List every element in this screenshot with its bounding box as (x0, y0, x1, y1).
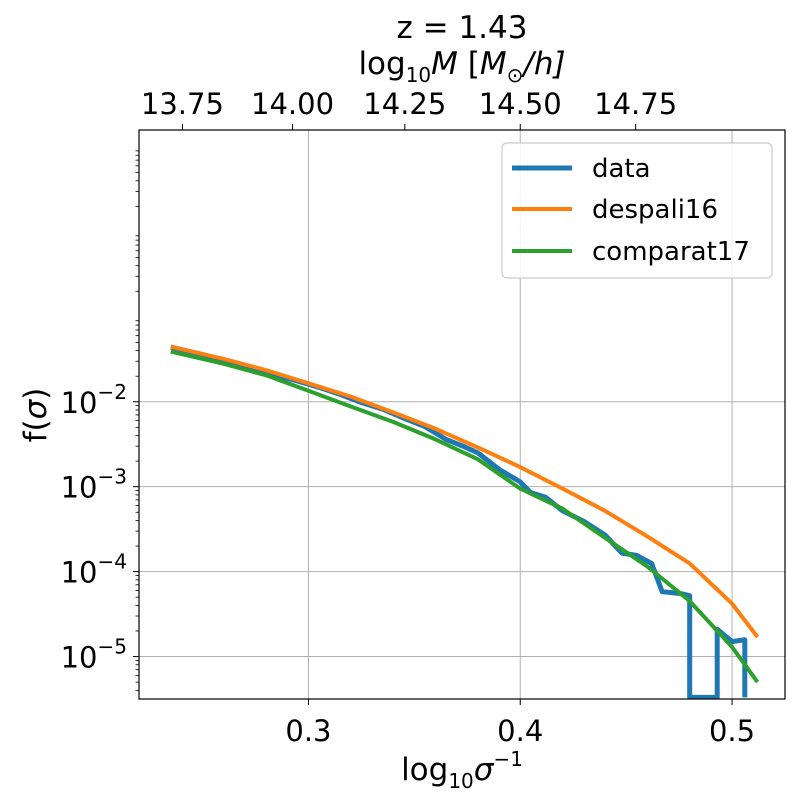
y-tick-label: 10−3 (61, 465, 127, 505)
x-tick-label: 0.3 (285, 714, 331, 748)
legend-label-comparat17: comparat17 (592, 237, 750, 267)
top-tick-label: 13.75 (141, 87, 224, 121)
x-tick-label: 0.4 (497, 714, 543, 748)
series-line-comparat17 (170, 349, 760, 684)
legend: data despali16 comparat17 (501, 142, 773, 279)
x-axis-title: log10σ−1 (401, 747, 523, 793)
y-tick-label: 10−4 (61, 550, 127, 590)
series-line-despali16 (170, 344, 760, 639)
axes-frame (138, 129, 786, 700)
plot-frame (138, 129, 786, 700)
axis-ticks: 0.3 0.4 0.5 10−2 10−3 10−4 10−5 13.75 14.00 14.25… (61, 87, 756, 748)
top-tick-label: 14.00 (251, 87, 334, 121)
plot-series (170, 344, 760, 699)
chart-title: z = 1.43 (397, 10, 528, 46)
x-tick-label: 0.5 (709, 714, 755, 748)
y-tick-label: 10−2 (61, 380, 127, 420)
legend-label-data: data (592, 154, 651, 184)
y-tick-label: 10−5 (61, 635, 127, 675)
legend-box (501, 142, 773, 279)
top-tick-label: 14.25 (363, 87, 446, 121)
top-x-axis-title: log10M [M⊙/h] (358, 46, 565, 87)
y-axis-title: f(σ) (18, 388, 54, 443)
top-tick-label: 14.75 (594, 87, 677, 121)
legend-label-despali16: despali16 (592, 195, 718, 225)
top-tick-label: 14.50 (479, 87, 562, 121)
